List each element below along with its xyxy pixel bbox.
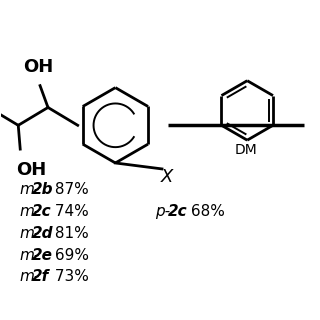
Text: 68%: 68% xyxy=(186,204,225,219)
Text: 73%: 73% xyxy=(50,269,89,284)
Text: 2c: 2c xyxy=(32,204,52,219)
Text: 81%: 81% xyxy=(50,226,89,241)
Text: 2e: 2e xyxy=(32,248,53,263)
Text: 2c: 2c xyxy=(168,204,188,219)
Text: DM: DM xyxy=(234,143,257,157)
Text: OH: OH xyxy=(23,58,53,76)
Text: m-: m- xyxy=(19,269,40,284)
Text: 2f: 2f xyxy=(32,269,49,284)
Text: 2d: 2d xyxy=(32,226,54,241)
Text: m-: m- xyxy=(19,248,40,263)
Text: m-: m- xyxy=(19,182,40,197)
Text: 74%: 74% xyxy=(50,204,89,219)
Text: 2b: 2b xyxy=(32,182,54,197)
Text: OH: OH xyxy=(16,161,46,179)
Text: 87%: 87% xyxy=(50,182,89,197)
Text: X: X xyxy=(161,168,173,186)
Text: m-: m- xyxy=(19,226,40,241)
Text: m-: m- xyxy=(19,204,40,219)
Text: p-: p- xyxy=(155,204,170,219)
Text: 69%: 69% xyxy=(50,248,89,263)
